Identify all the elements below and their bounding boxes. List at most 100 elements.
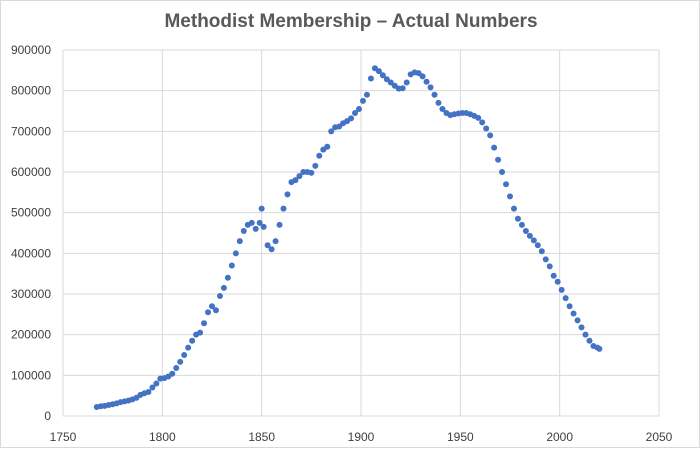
- x-tick-label: 1900: [348, 430, 375, 444]
- y-tick-label: 300000: [11, 287, 51, 301]
- data-point: [503, 181, 510, 188]
- data-point: [173, 365, 180, 372]
- data-point: [181, 352, 188, 358]
- y-tick-label: 900000: [11, 43, 51, 57]
- y-tick-label: 600000: [11, 165, 51, 179]
- data-point: [252, 225, 259, 232]
- data-point: [510, 205, 517, 212]
- data-point: [296, 173, 303, 180]
- data-point: [379, 72, 386, 79]
- data-point: [546, 263, 553, 270]
- data-point: [367, 75, 374, 82]
- data-point: [538, 248, 545, 255]
- data-point: [550, 272, 557, 279]
- data-point: [566, 303, 573, 310]
- data-point: [189, 337, 196, 344]
- data-point: [212, 307, 219, 314]
- chart-title: Methodist Membership – Actual Numbers: [164, 11, 538, 32]
- x-tick-label: 1800: [149, 430, 176, 444]
- data-point: [435, 99, 442, 106]
- y-tick-label: 700000: [11, 124, 51, 138]
- data-point: [487, 132, 494, 139]
- data-point: [479, 119, 486, 126]
- data-point: [352, 110, 359, 117]
- data-point: [570, 310, 577, 317]
- data-point: [514, 215, 521, 222]
- data-point: [258, 205, 265, 212]
- data-point: [248, 219, 255, 226]
- data-point: [578, 324, 585, 331]
- data-point: [403, 79, 410, 86]
- y-tick-label: 800000: [11, 84, 51, 98]
- data-point: [475, 114, 482, 121]
- data-point: [312, 162, 319, 169]
- x-tick-label: 1950: [447, 430, 474, 444]
- data-point: [185, 344, 192, 351]
- data-point: [542, 256, 549, 263]
- data-point: [201, 320, 208, 327]
- data-point: [205, 309, 212, 316]
- data-point: [399, 85, 406, 92]
- data-point: [483, 125, 490, 132]
- data-point: [264, 242, 271, 249]
- data-point: [145, 389, 152, 396]
- data-point: [415, 70, 422, 77]
- y-tick-label: 0: [44, 409, 51, 423]
- data-point: [387, 79, 394, 86]
- data-point: [316, 152, 323, 159]
- data-point: [348, 115, 355, 122]
- data-point: [236, 238, 243, 245]
- data-point: [324, 143, 331, 150]
- x-axis-labels: 1750 1800 1850 1900 1950 2000 2050: [50, 430, 673, 444]
- x-tick-label: 1750: [50, 430, 77, 444]
- x-tick-label: 2050: [646, 430, 673, 444]
- data-point: [284, 191, 291, 198]
- data-point: [153, 380, 160, 387]
- data-point: [272, 238, 279, 245]
- data-point: [276, 221, 283, 228]
- data-point: [574, 317, 581, 324]
- data-point: [359, 97, 366, 104]
- data-point: [224, 274, 231, 281]
- data-point: [423, 78, 430, 85]
- x-tick-label: 2000: [546, 430, 573, 444]
- data-point: [232, 250, 239, 257]
- data-point: [499, 169, 506, 175]
- y-tick-label: 200000: [11, 328, 51, 342]
- data-point: [169, 370, 176, 377]
- data-point: [383, 76, 390, 83]
- data-point: [495, 156, 502, 163]
- y-tick-label: 100000: [11, 368, 51, 382]
- data-point: [209, 303, 215, 310]
- data-point: [526, 232, 533, 239]
- data-point: [260, 223, 267, 230]
- data-point: [268, 246, 275, 253]
- data-point: [363, 91, 370, 98]
- data-point: [534, 242, 541, 249]
- data-point: [582, 331, 589, 338]
- data-point: [439, 105, 446, 112]
- data-point: [228, 262, 235, 269]
- data-point: [292, 177, 299, 184]
- data-point: [280, 205, 287, 212]
- data-point: [220, 284, 227, 291]
- data-point: [419, 73, 426, 80]
- y-tick-label: 400000: [11, 246, 51, 260]
- data-point: [216, 293, 223, 300]
- data-point: [507, 193, 513, 200]
- data-point: [197, 329, 204, 336]
- data-point: [328, 128, 335, 135]
- data-points: [93, 65, 603, 411]
- data-point: [256, 219, 263, 226]
- data-point: [149, 384, 156, 391]
- y-axis-labels: 0 100000 200000 300000 400000 500000 600000 700…: [11, 43, 51, 423]
- data-point: [596, 345, 603, 352]
- data-point: [427, 84, 434, 91]
- data-point: [554, 278, 561, 285]
- data-point: [562, 295, 569, 302]
- data-point: [431, 91, 438, 98]
- data-point: [530, 237, 537, 244]
- data-point: [177, 358, 184, 365]
- data-point: [586, 337, 593, 344]
- data-point: [518, 221, 525, 228]
